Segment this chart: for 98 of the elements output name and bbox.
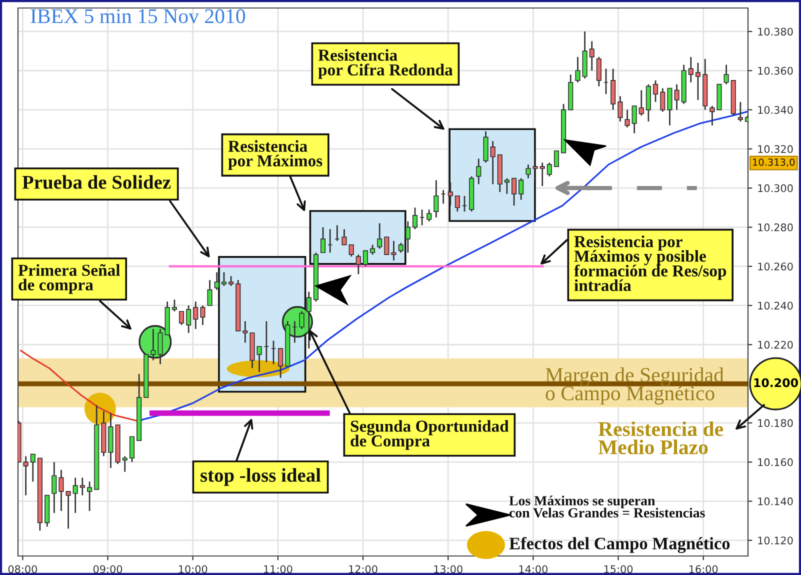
- candlestick: [695, 62, 701, 101]
- annotation: Resistencia por Máximos y posible formación de Res/sop intradía: [574, 236, 726, 292]
- y-tick-label: 10.240: [758, 302, 793, 310]
- x-tick-label: 15:00: [604, 565, 633, 574]
- x-tick-label: 11:00: [264, 565, 292, 574]
- candlestick: [242, 320, 248, 344]
- annotation: Resistencia por Cifra Redonda: [318, 49, 453, 79]
- candlestick: [200, 304, 206, 326]
- candlestick: [178, 310, 184, 326]
- candlestick: [554, 150, 560, 167]
- annotation: Prueba de Solidez: [22, 175, 171, 189]
- candlestick: [710, 105, 715, 126]
- candlestick: [398, 242, 404, 254]
- y-tick-label: 10.340: [758, 106, 793, 114]
- candlestick: [483, 130, 488, 164]
- candlestick: [278, 348, 284, 379]
- candlestick: [228, 275, 234, 287]
- candlestick: [724, 64, 729, 86]
- x-tick-label: 08:00: [8, 565, 37, 574]
- y-tick-label: 10.180: [758, 419, 793, 428]
- x-tick-label: 14:00: [519, 565, 548, 574]
- y-tick-label: 10.160: [758, 458, 793, 466]
- candlestick: [193, 300, 198, 330]
- annotation: Primera Señal de compra: [18, 264, 120, 294]
- y-tick-label: 10.280: [758, 223, 793, 232]
- candlestick: [30, 454, 36, 482]
- ref-line-label: 10.200: [754, 378, 798, 388]
- x-tick-label: 13:00: [434, 565, 462, 574]
- chart-title: IBEX 5 min 15 Nov 2010: [30, 9, 246, 24]
- x-tick-label: 09:00: [93, 565, 122, 574]
- candlestick: [448, 181, 453, 206]
- candlestick: [186, 304, 192, 334]
- candlestick: [412, 206, 418, 230]
- candlestick: [172, 298, 178, 312]
- candlestick: [122, 455, 128, 473]
- candlestick: [80, 477, 85, 496]
- candlestick: [87, 480, 92, 512]
- candlestick: [207, 279, 212, 306]
- y-tick-label: 10.140: [758, 497, 793, 506]
- candlestick: [652, 80, 658, 103]
- candlestick: [348, 244, 354, 258]
- candlestick: [532, 152, 538, 183]
- candlestick: [370, 244, 376, 256]
- candlestick: [342, 228, 347, 246]
- annotation: Segunda Oportunidad de Compra: [350, 420, 509, 450]
- candlestick: [589, 40, 594, 72]
- candlestick: [738, 101, 743, 122]
- candlestick: [356, 254, 361, 275]
- candlestick: [299, 310, 304, 330]
- candlestick: [129, 436, 135, 463]
- text: 10.313,0: [753, 158, 795, 167]
- x-tick-label: 12:00: [349, 565, 378, 574]
- candlestick: [377, 222, 382, 250]
- candlestick: [476, 158, 482, 185]
- y-tick-label: 10.320: [758, 145, 793, 154]
- x-tick-label: 16:00: [689, 565, 718, 574]
- candlestick: [540, 162, 545, 187]
- candlestick: [638, 90, 644, 116]
- candlestick: [490, 140, 496, 185]
- candlestick: [660, 88, 666, 112]
- y-tick-label: 10.120: [758, 536, 793, 544]
- annotation: Efectos del Campo Magnético: [509, 536, 730, 554]
- y-tick-label: 10.220: [758, 340, 793, 349]
- candlestick: [618, 95, 623, 122]
- candlestick: [610, 68, 616, 110]
- candlestick: [624, 109, 630, 128]
- y-tick-label: 10.380: [758, 28, 793, 36]
- candlestick: [221, 272, 227, 287]
- candlestick: [575, 56, 580, 84]
- candlestick: [320, 226, 326, 254]
- candlestick: [426, 208, 432, 222]
- annotation: stop -loss ideal: [200, 468, 321, 486]
- candlestick: [511, 178, 517, 206]
- candlestick: [391, 240, 396, 262]
- y-tick-label: 10.260: [758, 262, 793, 270]
- candlestick: [72, 477, 78, 514]
- annotation: Los Máximos se superan con Velas Grandes = Resistencias: [509, 496, 705, 518]
- candlestick: [52, 461, 57, 514]
- candlestick: [23, 455, 28, 496]
- candlestick: [632, 105, 637, 134]
- candlestick: [546, 162, 552, 178]
- candlestick: [214, 272, 220, 291]
- candlestick: [434, 180, 439, 218]
- y-tick-label: 10.360: [758, 66, 793, 75]
- candlestick: [518, 178, 524, 200]
- candlestick: [504, 178, 510, 195]
- candlestick: [405, 220, 410, 254]
- candlestick: [646, 84, 651, 122]
- candlestick: [384, 236, 390, 256]
- candlestick: [688, 56, 694, 84]
- x-tick-label: 10:00: [178, 565, 208, 574]
- y-tick-label: 10.300: [758, 184, 793, 192]
- candlestick: [596, 56, 602, 87]
- candlestick: [454, 195, 460, 212]
- annotation: Resistencia de Medio Plazo: [598, 421, 724, 454]
- candlestick: [362, 250, 368, 268]
- candlestick: [526, 164, 531, 179]
- annotation: Resistencia por Máximos: [228, 140, 322, 170]
